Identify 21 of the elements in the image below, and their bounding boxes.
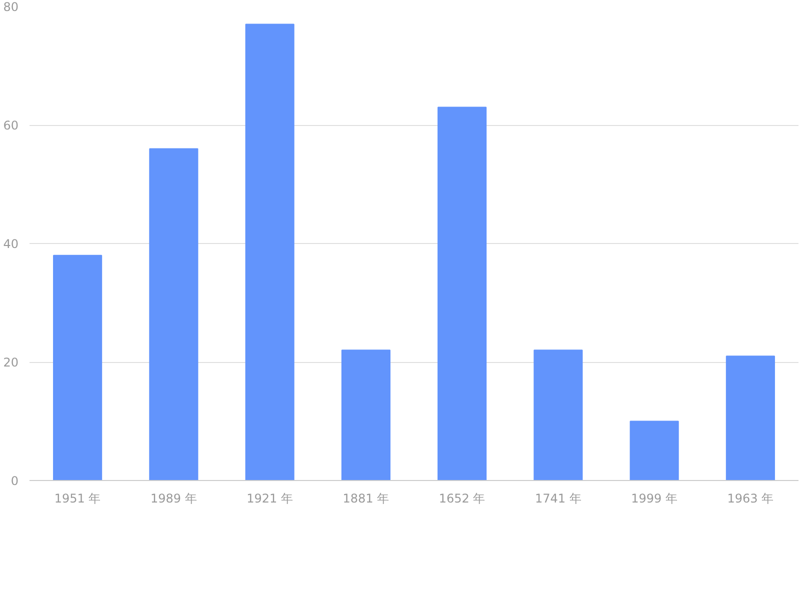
bar (245, 24, 294, 480)
x-tick-label: 1881 年 (342, 492, 390, 506)
x-tick-label: 1963 年 (727, 492, 774, 506)
y-tick-label: 20 (3, 356, 19, 370)
bar (438, 106, 487, 480)
bar (726, 356, 775, 480)
bar (341, 350, 390, 480)
bar (53, 254, 102, 480)
bar (630, 420, 679, 480)
y-tick-label: 40 (3, 237, 19, 251)
x-tick-label: 1741 年 (535, 492, 582, 506)
x-tick-label: 1921 年 (246, 492, 293, 506)
x-tick-label: 1652 年 (438, 492, 486, 506)
y-tick-label: 60 (3, 118, 19, 132)
x-tick-label: 1999 年 (631, 492, 678, 506)
x-tick-label: 1951 年 (54, 492, 101, 506)
y-tick-label: 0 (10, 474, 19, 488)
bar (149, 148, 198, 480)
y-tick-label: 80 (3, 0, 19, 14)
x-tick-label: 1989 年 (150, 492, 197, 506)
bar (534, 350, 583, 480)
